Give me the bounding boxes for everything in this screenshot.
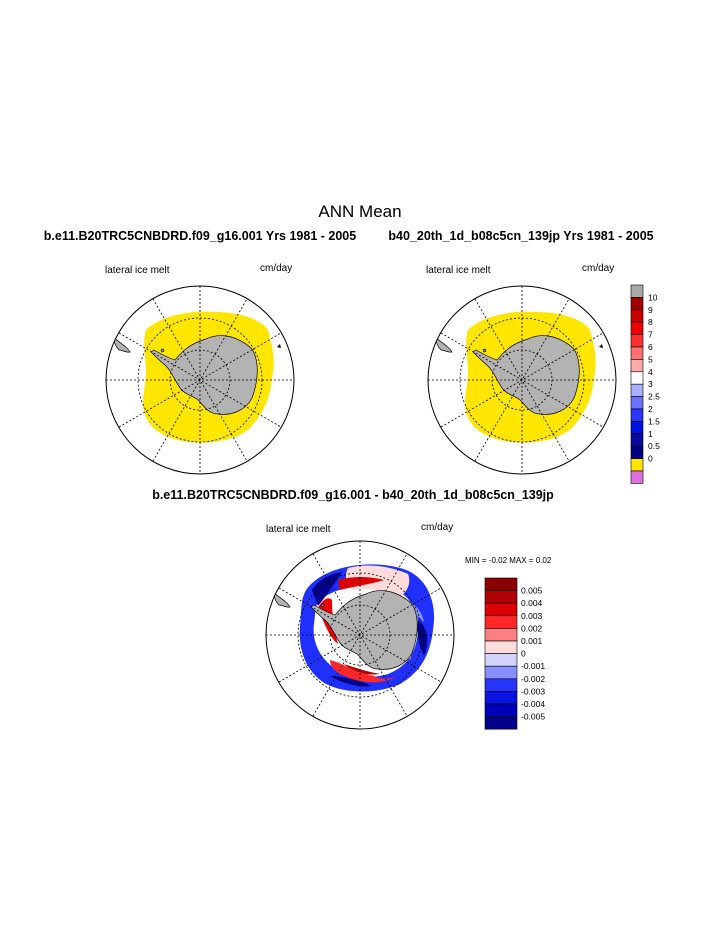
top-colorbar-swatch [630,421,644,435]
top-colorbar-label: 5 [648,354,653,364]
top-colorbar-swatch [630,445,644,459]
top-colorbar-swatch [630,321,644,335]
top-colorbar-swatch [630,371,644,385]
diff-colorbar-label: 0 [521,649,526,659]
top-colorbar-swatch [630,359,644,373]
top-colorbar-label: 4 [648,367,653,377]
panel-a-map [105,285,295,475]
panel-a-frame [105,285,295,475]
diff-colorbar-label: 0.003 [521,611,543,621]
panel-a-left-label: lateral ice melt [105,265,170,276]
diff-frame [265,540,455,730]
diff-colorbar-label: -0.002 [521,674,545,684]
diff-colorbar-swatch [484,678,518,692]
top-colorbar-label: 8 [648,317,653,327]
top-colorbar-swatch [630,309,644,323]
top-colorbar-swatch [630,396,644,410]
diff-colorbar-label: 0.005 [521,586,543,596]
diff-colorbar-swatch [484,716,518,730]
diff-colorbar-swatch [484,665,518,680]
panel-b-right-label: cm/day [582,263,614,274]
top-colorbar-swatch [630,408,644,422]
diff-colorbar-label: -0.004 [521,699,545,709]
panel-a-island [277,344,281,348]
top-colorbar-swatch [630,297,644,311]
top-colorbar-swatch [630,383,644,397]
top-colorbar-label: 2 [648,404,653,414]
top-colorbar-label: 3 [648,379,653,389]
top-colorbar-label: 1.5 [648,416,660,426]
diff-colorbar-swatch [484,577,518,591]
top-colorbar-label: 1 [648,429,653,439]
diff-map [265,540,455,730]
top-colorbar-label: 0 [648,454,653,464]
diff-colorbar-label: -0.005 [521,712,545,722]
diff-colorbar-swatch [484,615,518,629]
top-colorbar-label: 6 [648,342,653,352]
diff-colorbar: 0.005 0.004 0.003 0.002 0.001 0 -0.001 -0.002 -0… [484,577,545,730]
panel-b-frame [427,285,617,475]
top-colorbar-swatch [630,458,644,472]
diff-colorbar-swatch [484,703,518,717]
top-colorbar-label: 10 [648,292,658,302]
top-colorbar-swatch [630,470,644,484]
top-colorbar-label: 0.5 [648,441,660,451]
top-colorbar-swatch [630,346,644,360]
diff-panel-left-label: lateral ice melt [266,524,331,535]
diff-colorbar-label: 0.004 [521,598,543,608]
diff-colorbar-label: 0.001 [521,636,543,646]
panel-b-header: b40_20th_1d_b08c5cn_139jp Yrs 1981 - 200… [388,229,653,243]
panel-b-left-label: lateral ice melt [426,265,491,276]
diff-colorbar-swatch [484,640,518,654]
panel-b-island [599,344,603,348]
diff-colorbar-label: 0.002 [521,623,543,633]
top-colorbar-swatch [630,334,644,348]
top-colorbar-swatch [630,433,644,447]
diff-minmax: MIN = -0.02 MAX = 0.02 [465,556,552,565]
diff-colorbar-swatch [484,602,518,617]
diff-colorbar-swatch [484,653,518,667]
top-colorbar-label: 7 [648,330,653,340]
figure-title: ANN Mean [318,202,401,221]
panel-b-map [427,285,617,475]
top-colorbar-swatch [630,284,644,298]
panel-a-right-label: cm/day [260,263,292,274]
diff-colorbar-label: -0.003 [521,686,545,696]
diff-colorbar-label: -0.001 [521,661,545,671]
top-colorbar-label: 9 [648,305,653,315]
diff-colorbar-swatch [484,628,518,642]
diff-panel-right-label: cm/day [421,522,453,533]
diff-colorbar-swatch [484,590,518,604]
top-colorbar: 10 9 8 7 6 5 4 3 2.5 2 1.5 1 0.5 0 [630,284,660,484]
diff-panel-header: b.e11.B20TRC5CNBDRD.f09_g16.001 - b40_20… [152,488,554,502]
panel-a-header: b.e11.B20TRC5CNBDRD.f09_g16.001 Yrs 1981… [44,229,356,243]
diff-colorbar-swatch [484,691,518,705]
top-colorbar-label: 2.5 [648,392,660,402]
